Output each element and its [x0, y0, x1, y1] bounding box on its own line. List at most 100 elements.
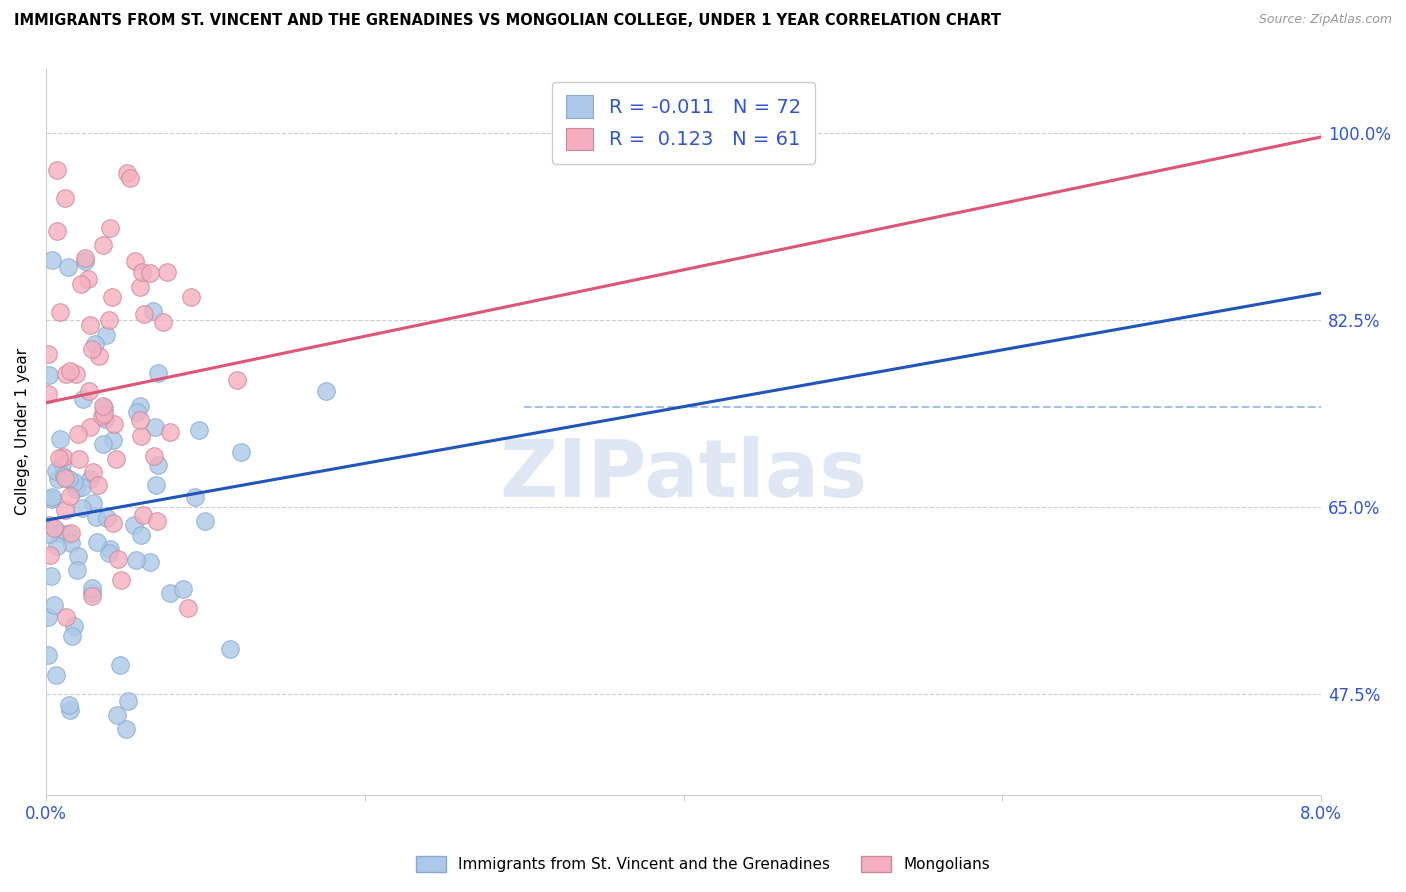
Point	[37, 609, 59, 624]
Point	[66, 427, 89, 442]
Point	[120, 171, 142, 186]
Legend: Immigrants from St. Vincent and the Grenadines, Mongolians: Immigrants from St. Vincent and the Gren…	[408, 848, 998, 880]
Point	[124, 253, 146, 268]
Point	[139, 266, 162, 280]
Point	[97, 313, 120, 327]
Point	[93, 408, 115, 422]
Point	[58, 472, 80, 486]
Point	[129, 528, 152, 542]
Point	[77, 384, 100, 399]
Point	[156, 265, 179, 279]
Point	[110, 574, 132, 588]
Point	[46, 224, 69, 238]
Point	[45, 464, 67, 478]
Point	[45, 162, 67, 177]
Point	[63, 619, 86, 633]
Point	[60, 536, 83, 550]
Point	[49, 525, 72, 540]
Point	[148, 458, 170, 473]
Point	[49, 432, 72, 446]
Point	[55, 191, 77, 205]
Point	[225, 373, 247, 387]
Point	[129, 428, 152, 442]
Point	[131, 265, 153, 279]
Point	[37, 387, 59, 401]
Point	[86, 534, 108, 549]
Point	[129, 413, 152, 427]
Point	[69, 452, 91, 467]
Point	[79, 472, 101, 486]
Point	[159, 586, 181, 600]
Point	[59, 489, 82, 503]
Point	[132, 508, 155, 523]
Point	[117, 694, 139, 708]
Point	[219, 641, 242, 656]
Point	[62, 475, 84, 489]
Point	[101, 433, 124, 447]
Point	[80, 581, 103, 595]
Point	[41, 491, 63, 506]
Point	[315, 384, 337, 398]
Point	[56, 526, 79, 541]
Point	[139, 555, 162, 569]
Point	[108, 658, 131, 673]
Point	[122, 517, 145, 532]
Text: IMMIGRANTS FROM ST. VINCENT AND THE GRENADINES VS MONGOLIAN COLLEGE, UNDER 1 YEA: IMMIGRANTS FROM ST. VINCENT AND THE GREN…	[14, 13, 1001, 29]
Point	[65, 367, 87, 381]
Point	[53, 503, 76, 517]
Point	[42, 598, 65, 612]
Point	[66, 549, 89, 563]
Point	[70, 501, 93, 516]
Point	[101, 516, 124, 531]
Point	[48, 451, 70, 466]
Point	[53, 469, 76, 483]
Point	[93, 411, 115, 425]
Point	[172, 582, 194, 596]
Point	[65, 483, 87, 497]
Point	[96, 511, 118, 525]
Point	[152, 315, 174, 329]
Point	[146, 366, 169, 380]
Point	[41, 253, 63, 268]
Point	[79, 420, 101, 434]
Point	[231, 445, 253, 459]
Point	[124, 553, 146, 567]
Point	[91, 399, 114, 413]
Point	[60, 526, 83, 541]
Point	[83, 336, 105, 351]
Point	[38, 527, 60, 541]
Point	[101, 290, 124, 304]
Point	[103, 417, 125, 431]
Point	[60, 629, 83, 643]
Point	[98, 220, 121, 235]
Point	[176, 601, 198, 615]
Point	[142, 449, 165, 463]
Point	[82, 465, 104, 479]
Point	[146, 514, 169, 528]
Point	[159, 425, 181, 439]
Point	[127, 405, 149, 419]
Point	[84, 509, 107, 524]
Point	[194, 514, 217, 528]
Point	[38, 518, 60, 533]
Point	[98, 541, 121, 556]
Point	[46, 472, 69, 486]
Point	[46, 539, 69, 553]
Point	[80, 589, 103, 603]
Point	[145, 478, 167, 492]
Point	[41, 490, 63, 504]
Point	[87, 349, 110, 363]
Point	[97, 546, 120, 560]
Point	[91, 238, 114, 252]
Point	[142, 304, 165, 318]
Point	[180, 290, 202, 304]
Point	[53, 471, 76, 485]
Point	[107, 707, 129, 722]
Point	[59, 702, 82, 716]
Point	[115, 166, 138, 180]
Point	[80, 585, 103, 599]
Point	[87, 478, 110, 492]
Point	[39, 568, 62, 582]
Point	[80, 342, 103, 356]
Point	[79, 318, 101, 332]
